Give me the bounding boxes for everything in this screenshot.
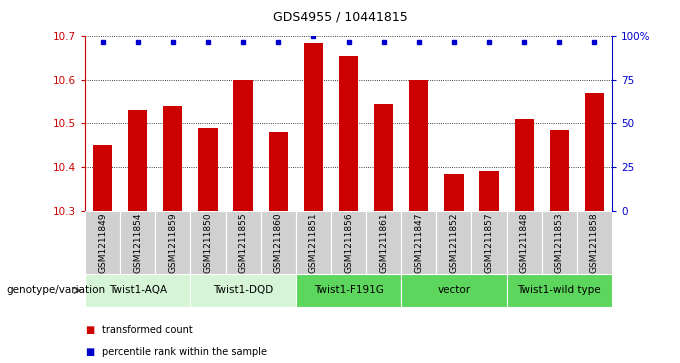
Bar — [296, 211, 331, 274]
Text: percentile rank within the sample: percentile rank within the sample — [102, 347, 267, 357]
Text: GSM1211849: GSM1211849 — [98, 212, 107, 273]
Text: GSM1211858: GSM1211858 — [590, 212, 599, 273]
Text: GSM1211861: GSM1211861 — [379, 212, 388, 273]
Text: transformed count: transformed count — [102, 325, 192, 335]
Text: GSM1211859: GSM1211859 — [169, 212, 177, 273]
Text: GSM1211856: GSM1211856 — [344, 212, 353, 273]
Bar — [585, 93, 604, 211]
Bar — [296, 274, 401, 307]
Bar — [331, 211, 366, 274]
Text: GSM1211847: GSM1211847 — [414, 212, 423, 273]
Text: Twist1-F191G: Twist1-F191G — [313, 285, 384, 295]
Text: genotype/variation: genotype/variation — [7, 285, 106, 295]
Bar — [226, 211, 260, 274]
Bar — [437, 211, 471, 274]
Bar — [304, 43, 323, 211]
Text: GSM1211860: GSM1211860 — [274, 212, 283, 273]
Bar — [163, 106, 182, 211]
Bar — [401, 211, 437, 274]
Bar — [401, 274, 507, 307]
Text: Twist1-AQA: Twist1-AQA — [109, 285, 167, 295]
Bar — [85, 274, 190, 307]
Bar — [128, 110, 148, 211]
Text: GDS4955 / 10441815: GDS4955 / 10441815 — [273, 11, 407, 24]
Bar — [366, 211, 401, 274]
Bar — [577, 211, 612, 274]
Bar — [542, 211, 577, 274]
Text: GSM1211853: GSM1211853 — [555, 212, 564, 273]
Bar — [199, 128, 218, 211]
Text: GSM1211857: GSM1211857 — [485, 212, 494, 273]
Bar — [85, 211, 120, 274]
Text: GSM1211850: GSM1211850 — [203, 212, 212, 273]
Text: GSM1211855: GSM1211855 — [239, 212, 248, 273]
Bar — [155, 211, 190, 274]
Bar — [260, 211, 296, 274]
Bar — [515, 119, 534, 211]
Text: GSM1211852: GSM1211852 — [449, 212, 458, 273]
Bar — [444, 174, 464, 211]
Text: GSM1211854: GSM1211854 — [133, 212, 142, 273]
Bar — [507, 274, 612, 307]
Text: ■: ■ — [85, 325, 95, 335]
Bar — [93, 145, 112, 211]
Bar — [479, 171, 498, 211]
Bar — [339, 56, 358, 211]
Text: ■: ■ — [85, 347, 95, 357]
Bar — [549, 130, 569, 211]
Bar — [233, 80, 253, 211]
Bar — [120, 211, 155, 274]
Text: GSM1211848: GSM1211848 — [520, 212, 528, 273]
Bar — [507, 211, 542, 274]
Bar — [409, 80, 428, 211]
Bar — [190, 274, 296, 307]
Text: GSM1211851: GSM1211851 — [309, 212, 318, 273]
Text: Twist1-wild type: Twist1-wild type — [517, 285, 601, 295]
Bar — [374, 104, 393, 211]
Bar — [269, 132, 288, 211]
Bar — [471, 211, 507, 274]
Bar — [190, 211, 226, 274]
Text: vector: vector — [437, 285, 471, 295]
Text: Twist1-DQD: Twist1-DQD — [213, 285, 273, 295]
